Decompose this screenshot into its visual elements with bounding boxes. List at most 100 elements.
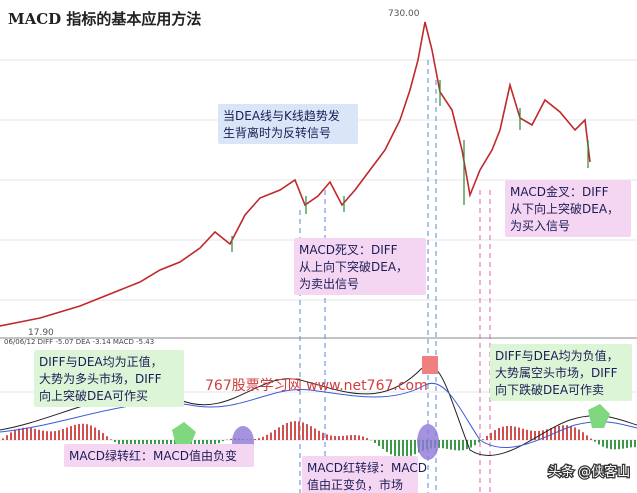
annotation-box xyxy=(64,444,254,467)
annotation-text: 向上突破DEA可作买 xyxy=(39,388,148,403)
histogram-bar xyxy=(594,440,596,442)
histogram-bar xyxy=(150,440,152,446)
histogram-bar xyxy=(582,432,584,440)
histogram-bar xyxy=(578,429,580,440)
histogram-bar xyxy=(394,440,396,457)
histogram-bar xyxy=(530,430,532,440)
histogram-bar xyxy=(94,427,96,440)
histogram-bar xyxy=(262,436,264,440)
annotation-text: 值由正变负，市场 xyxy=(307,477,403,492)
histogram-bar xyxy=(266,434,268,440)
histogram-bar xyxy=(478,440,480,443)
histogram-bar xyxy=(346,435,348,440)
histogram-bar xyxy=(118,440,120,445)
histogram-bar xyxy=(258,438,260,440)
histogram-bar xyxy=(542,430,544,440)
histogram-bar xyxy=(290,421,292,440)
guide-lines-pink xyxy=(479,190,491,493)
histogram-bar xyxy=(314,428,316,440)
annotation-text: DIFF与DEA均为正值， xyxy=(39,354,163,369)
annotation-box xyxy=(34,350,184,407)
histogram-bar xyxy=(386,440,388,452)
histogram-bar xyxy=(598,440,600,445)
histogram-bar xyxy=(38,429,40,440)
histogram-bar xyxy=(522,428,524,440)
annotation-text: 为买入信号 xyxy=(510,219,570,233)
cross-marker xyxy=(172,422,196,446)
annotation-text: MACD绿转红：MACD值由负变 xyxy=(69,448,237,463)
histogram-bar xyxy=(302,422,304,440)
title: MACD 指标的基本应用方法 xyxy=(8,10,201,28)
histogram-bar xyxy=(558,425,560,440)
histogram-bar xyxy=(482,439,484,440)
histogram-bar xyxy=(98,430,100,440)
histogram-bar xyxy=(618,440,620,450)
histogram-bar xyxy=(634,440,636,448)
histogram-bar xyxy=(498,428,500,440)
histogram-bar xyxy=(410,440,412,456)
annotation-text: MACD红转绿：MACD xyxy=(307,460,427,475)
histogram-bar xyxy=(546,429,548,440)
annotation-text: DIFF与DEA均为负值， xyxy=(495,348,619,363)
annotation-text: 从下向上突破DEA， xyxy=(510,201,619,216)
histogram-bar xyxy=(450,440,452,450)
histogram-bar xyxy=(78,423,80,440)
histogram-bar xyxy=(222,440,224,442)
histogram-bar xyxy=(374,440,376,444)
histogram-bar xyxy=(310,426,312,440)
histogram-bar xyxy=(354,435,356,440)
histogram-bar xyxy=(442,440,444,449)
histogram-bar xyxy=(102,433,104,440)
histogram-bar xyxy=(406,440,408,457)
annotation-text: 向下跌破DEA可作卖 xyxy=(495,382,604,397)
histogram-bar xyxy=(306,424,308,440)
histogram-bar xyxy=(414,440,416,455)
histogram-bar xyxy=(610,440,612,450)
histogram-bar xyxy=(298,421,300,440)
histogram-bar xyxy=(358,435,360,440)
histogram-bar xyxy=(630,440,632,448)
histogram-bar xyxy=(154,440,156,447)
annotation-box xyxy=(302,456,418,493)
histogram-bar xyxy=(66,427,68,440)
histogram-bar xyxy=(218,440,220,444)
histogram-bar xyxy=(398,440,400,458)
histogram-bar xyxy=(6,435,8,440)
annotation-box xyxy=(294,238,426,295)
histogram-bar xyxy=(130,440,132,448)
price-line xyxy=(0,21,591,327)
histogram-bar xyxy=(550,428,552,440)
indicator-header: 06/06/12 DIFF -5.07 DEA -3.14 MACD -5.43 xyxy=(4,338,154,346)
histogram-bar xyxy=(126,440,128,447)
histogram-bar xyxy=(82,423,84,440)
histogram-bar xyxy=(42,430,44,440)
histogram-bar xyxy=(254,438,256,440)
histogram-bar xyxy=(494,430,496,440)
histogram-bar xyxy=(362,436,364,440)
histogram-bar xyxy=(10,432,12,440)
histogram-bar xyxy=(334,436,336,440)
histogram-bar xyxy=(318,430,320,440)
histogram-bar xyxy=(58,430,60,440)
histogram-bar xyxy=(110,439,112,440)
histogram-bar xyxy=(438,440,440,448)
histogram-bar xyxy=(342,435,344,440)
annotation-text: 生背离时为反转信号 xyxy=(223,125,331,140)
histogram-bar xyxy=(566,425,568,440)
histogram-bar xyxy=(350,435,352,440)
histogram-bar xyxy=(278,427,280,440)
histogram-bar xyxy=(2,438,4,440)
annotation-text: 大势属空头市场，DIFF xyxy=(495,365,618,380)
histogram-bar xyxy=(466,440,468,450)
histogram-bar xyxy=(14,430,16,440)
cross-marker xyxy=(422,356,438,374)
credit: 头条 @侠客山 xyxy=(548,464,630,480)
histogram-bar xyxy=(74,424,76,440)
histogram-bar xyxy=(138,440,140,447)
annotation-text: MACD死叉：DIFF xyxy=(299,243,398,257)
histogram-bar xyxy=(458,440,460,451)
annotation-box xyxy=(505,180,631,237)
histogram-bar xyxy=(114,440,116,443)
cross-marker xyxy=(417,424,439,460)
